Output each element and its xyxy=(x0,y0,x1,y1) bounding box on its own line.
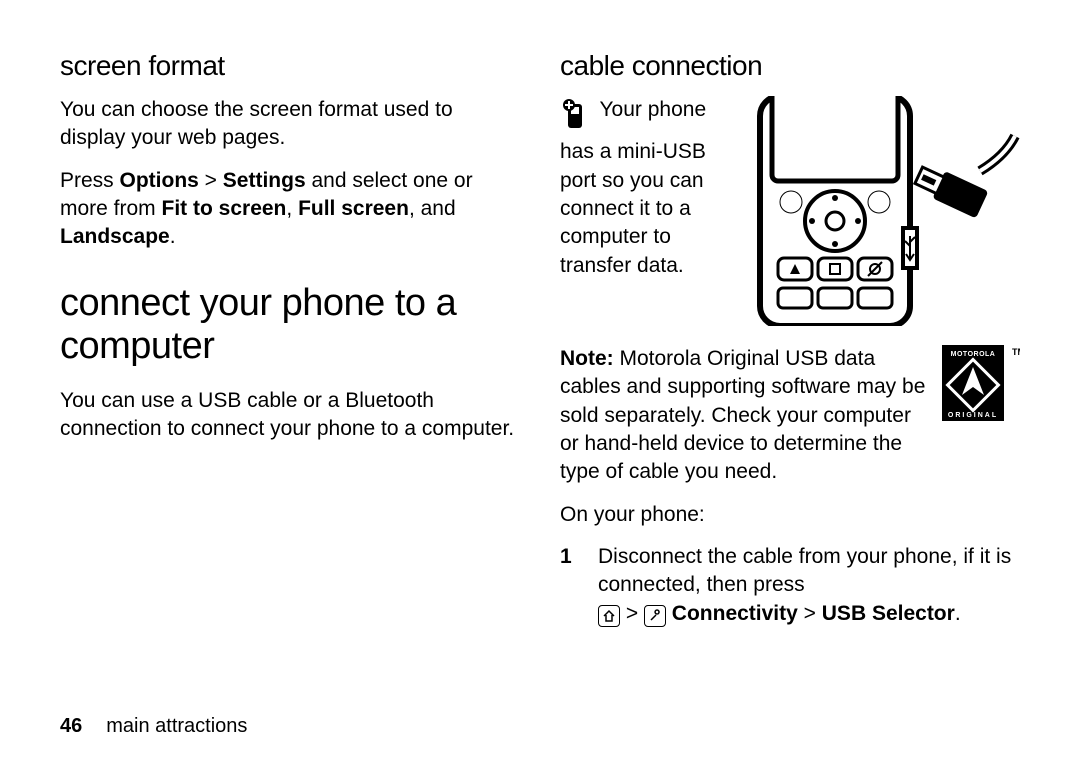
label-full: Full screen xyxy=(298,197,409,220)
sep-comma1: , xyxy=(286,197,298,220)
sep-and: , and xyxy=(409,197,456,220)
para-connect: You can use a USB cable or a Bluetooth c… xyxy=(60,387,520,444)
right-column: cable connection Your phone has a mini-U… xyxy=(560,50,1020,634)
on-your-phone: On your phone: xyxy=(560,501,1020,529)
label-fit: Fit to screen xyxy=(162,197,287,220)
logo-bottom-text: ORIGINAL xyxy=(948,412,998,419)
para-press-options: Press Options > Settings and select one … xyxy=(60,167,520,252)
period2: . xyxy=(955,602,961,625)
logo-top-text: MOTOROLA xyxy=(951,351,996,358)
sep-gt3: > xyxy=(798,602,822,625)
home-key-icon xyxy=(598,605,620,627)
heading-cable-connection: cable connection xyxy=(560,50,1020,82)
tools-key-icon xyxy=(644,605,666,627)
phone-usb-illustration xyxy=(750,96,1020,331)
para-cable-intro: Your phone has a mini-USB port so you ca… xyxy=(560,96,738,280)
tm-mark: TM xyxy=(1012,347,1020,357)
note-label: Note: xyxy=(560,347,620,370)
page-footer: 46 main attractions xyxy=(60,715,247,738)
list-item: 1 Disconnect the cable from your phone, … xyxy=(560,543,1020,628)
step-number: 1 xyxy=(560,543,580,628)
section-name: main attractions xyxy=(106,715,247,737)
note-block: MOTOROLA ORIGINAL TM Note: Motorola Orig… xyxy=(560,345,1020,487)
page-number: 46 xyxy=(60,715,82,737)
step1-text: Disconnect the cable from your phone, if… xyxy=(598,545,1011,596)
period1: . xyxy=(170,225,176,248)
label-settings: Settings xyxy=(223,169,306,192)
heading-screen-format: screen format xyxy=(60,50,520,82)
label-connectivity: Connectivity xyxy=(672,602,798,625)
steps-list: 1 Disconnect the cable from your phone, … xyxy=(560,543,1020,628)
usb-phone-icon xyxy=(560,96,590,138)
heading-connect-phone: connect your phone to a computer xyxy=(60,282,520,369)
label-usb-selector: USB Selector xyxy=(822,602,955,625)
label-options: Options xyxy=(120,169,199,192)
step-body: Disconnect the cable from your phone, if… xyxy=(598,543,1020,628)
left-column: screen format You can choose the screen … xyxy=(60,50,520,634)
motorola-original-logo: MOTOROLA ORIGINAL TM xyxy=(942,345,1020,431)
sep-gt2: > xyxy=(626,602,644,625)
para-screen-format: You can choose the screen format used to… xyxy=(60,96,520,153)
label-landscape: Landscape xyxy=(60,225,170,248)
text-press: Press xyxy=(60,169,120,192)
sep-gt1: > xyxy=(199,169,223,192)
